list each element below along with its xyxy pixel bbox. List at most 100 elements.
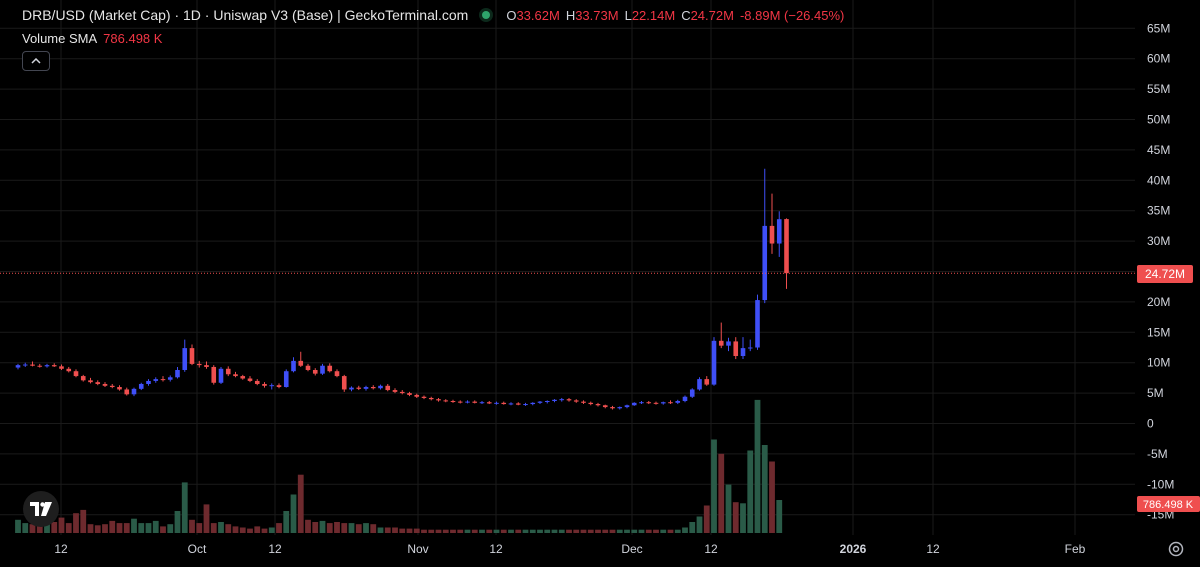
candle-body (283, 371, 289, 388)
volume-tag-label: 786.498 K (1143, 499, 1194, 511)
candle-body (682, 396, 688, 402)
volume-bar (174, 511, 181, 533)
candle-body (240, 376, 246, 379)
candle-body (573, 400, 579, 402)
volume-bar (283, 511, 290, 533)
volume-bar (305, 519, 311, 533)
y-tick-label: 45M (1147, 143, 1170, 157)
volume-bar (653, 529, 659, 533)
volume-bar (116, 523, 123, 533)
candle-body (595, 404, 601, 406)
volume-bar (674, 529, 681, 533)
candle-body (436, 399, 441, 401)
gear-icon[interactable] (1167, 540, 1185, 558)
volume-bar (479, 529, 485, 533)
candle-body (776, 219, 782, 244)
collapse-legend-button[interactable] (22, 51, 50, 71)
volume-bar (740, 503, 746, 533)
volume-legend-label: Volume SMA (22, 31, 98, 46)
volume-bar (355, 524, 362, 533)
volume-bar (247, 528, 253, 533)
candle-body (254, 380, 260, 384)
volume-bar (703, 505, 710, 533)
chart-header: DRB/USD (Market Cap) · 1D · Uniswap V3 (… (22, 7, 844, 23)
y-tick-label: 15M (1147, 325, 1170, 339)
volume-bar (566, 529, 572, 533)
candle-body (784, 219, 789, 274)
x-axis: 12 Oct 12 Nov 12 Dec 12 2026 12 Feb (54, 542, 1085, 556)
volume-bar (377, 527, 384, 533)
volume-bar (268, 527, 275, 533)
volume-bar (363, 523, 369, 533)
candle-body (588, 402, 594, 405)
candle-body (530, 402, 536, 405)
volume-bar (428, 529, 435, 533)
volume-bar (29, 524, 36, 533)
volume-bar (73, 513, 79, 533)
candle-body (66, 368, 72, 372)
low-value: 22.14M (631, 7, 676, 23)
candle-body (334, 371, 340, 377)
volume-bar (145, 523, 152, 533)
candle-body (733, 341, 739, 357)
volume-bar (761, 445, 768, 533)
chart-title: DRB/USD (Market Cap) · 1D · Uniswap V3 (… (22, 7, 469, 23)
candle-body (718, 340, 724, 346)
candle-body (646, 402, 652, 404)
candle-body (653, 402, 659, 404)
candle-body (407, 393, 412, 395)
volume-bar (442, 529, 449, 533)
candle-body (631, 402, 637, 406)
y-tick-label: 50M (1147, 113, 1170, 127)
candle-body (320, 365, 325, 374)
volume-bar (457, 529, 464, 533)
volume-bar (464, 529, 471, 533)
candle-body (697, 379, 702, 390)
candle-body (305, 365, 311, 370)
candle-body (225, 368, 231, 375)
volume-bar (471, 529, 478, 533)
candle-body (581, 401, 586, 403)
candle-body (189, 348, 195, 364)
candlesticks (15, 168, 789, 410)
volume-bar (254, 526, 261, 533)
candle-body (740, 348, 746, 357)
candle-body (131, 388, 137, 395)
volume-bar (319, 520, 326, 533)
candle-body (109, 385, 115, 388)
candle-body (501, 402, 507, 405)
volume-bar (631, 529, 638, 533)
candle-body (479, 402, 485, 404)
volume-bar (131, 518, 137, 533)
candle-body (392, 390, 398, 392)
y-tick-label: 55M (1147, 82, 1170, 96)
candle-body (552, 399, 557, 402)
volume-bar (276, 523, 282, 533)
candle-body (138, 383, 144, 389)
x-tick-label: 2026 (840, 542, 867, 556)
volume-bar (602, 529, 609, 533)
volume-bar (435, 529, 442, 533)
x-tick-label: 12 (54, 542, 68, 556)
volume-bar (529, 529, 536, 533)
volume-bar (421, 529, 427, 533)
candle-body (102, 383, 108, 386)
candle-body (726, 341, 731, 346)
tradingview-logo[interactable] (23, 491, 59, 527)
candle-body (196, 363, 202, 366)
chart-grid (0, 0, 1135, 535)
volume-bar (711, 439, 717, 533)
candle-body (262, 383, 267, 386)
candle-body (341, 376, 347, 390)
candle-body (211, 366, 217, 383)
candle-body (44, 365, 50, 367)
volume-bar (22, 523, 29, 533)
volume-bar (486, 529, 493, 533)
volume-bar (87, 524, 94, 533)
volume-bar (609, 529, 616, 533)
volume-bar (558, 529, 565, 533)
candle-body (370, 387, 376, 389)
candle-body (349, 387, 354, 390)
volume-bar (413, 528, 420, 533)
